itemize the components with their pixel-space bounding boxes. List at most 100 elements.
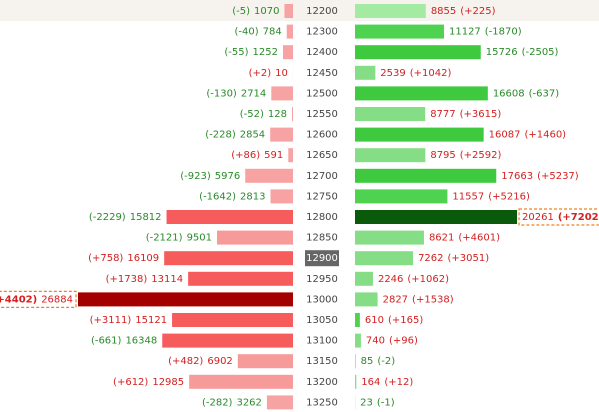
- change-label: (+5237): [537, 171, 579, 182]
- change-label: (+2592): [460, 150, 502, 161]
- bar-label: 7262 (+3051): [418, 253, 489, 264]
- bar-label: 2246 (+1062): [378, 274, 449, 285]
- change-label: (+86): [231, 150, 260, 161]
- bar-label: 16087 (+1460): [489, 130, 567, 141]
- strike-label: 12200: [306, 6, 338, 17]
- bar-label: (+758) 16109: [88, 253, 159, 264]
- value-label: 8777: [430, 109, 455, 120]
- bar: [270, 189, 293, 204]
- change-label: (-661): [91, 336, 122, 347]
- bar-label: (-1642) 2813: [199, 191, 265, 202]
- bar: [355, 65, 376, 80]
- bar-label: (+2) 10: [249, 68, 288, 79]
- change-label: (-1): [377, 397, 395, 408]
- value-label: 8621: [429, 233, 454, 244]
- value-label: 11557: [452, 191, 484, 202]
- bar-label: (+612) 12985: [113, 377, 184, 388]
- change-label: (+5216): [488, 191, 530, 202]
- bar-label: (+4402) 26884: [0, 294, 73, 305]
- value-label: 12985: [152, 377, 184, 388]
- bar: [355, 374, 357, 389]
- bar: [270, 127, 293, 142]
- strike-label: 12700: [306, 171, 338, 182]
- bar-label: 8621 (+4601): [429, 233, 500, 244]
- bar: [355, 168, 497, 183]
- bar-label: 740 (+96): [366, 336, 418, 347]
- bar: [355, 271, 373, 286]
- bar: [355, 148, 426, 163]
- value-label: 16109: [127, 253, 159, 264]
- bar-label: (+482) 6902: [168, 356, 233, 367]
- change-label: (-5): [232, 6, 250, 17]
- bar-label: 8777 (+3615): [430, 109, 501, 120]
- value-label: 16087: [489, 130, 521, 141]
- value-label: 7262: [418, 253, 443, 264]
- value-label: 15812: [130, 212, 162, 223]
- change-label: (+3051): [448, 253, 490, 264]
- change-label: (+7202): [558, 212, 599, 223]
- value-label: 1070: [254, 6, 279, 17]
- value-label: 2714: [241, 88, 266, 99]
- value-label: 740: [366, 336, 385, 347]
- change-label: (-40): [234, 27, 258, 38]
- bar: [266, 395, 293, 410]
- bar: [355, 107, 426, 121]
- strike-label: 12950: [306, 274, 338, 285]
- strike-label: 12850: [306, 233, 338, 244]
- value-label: 16348: [125, 336, 157, 347]
- change-label: (-2505): [522, 47, 559, 58]
- value-label: 2539: [380, 68, 405, 79]
- strike-label: 12800: [306, 212, 338, 223]
- bar: [355, 313, 360, 327]
- change-label: (-130): [206, 88, 237, 99]
- value-label: 2246: [378, 274, 403, 285]
- value-label: 26884: [41, 294, 73, 305]
- value-label: 8855: [431, 6, 456, 17]
- value-label: 9501: [187, 233, 212, 244]
- bar-label: (-282) 3262: [202, 397, 262, 408]
- value-label: 2827: [383, 294, 408, 305]
- bar: [282, 45, 293, 60]
- strike-label: 12450: [306, 68, 338, 79]
- value-label: 2813: [240, 191, 265, 202]
- value-label: 610: [365, 315, 384, 326]
- change-label: (-228): [205, 130, 236, 141]
- change-label: (+1538): [412, 294, 454, 305]
- change-label: (+2): [249, 68, 272, 79]
- bar: [291, 107, 293, 121]
- value-label: 5976: [215, 171, 240, 182]
- change-label: (+1042): [410, 68, 452, 79]
- change-label: (-637): [529, 88, 560, 99]
- bar: [172, 313, 293, 327]
- bar: [355, 230, 424, 245]
- bar-label: 85 (-2): [361, 356, 396, 367]
- bar-label: (+86) 591: [231, 150, 283, 161]
- change-label: (+96): [389, 336, 418, 347]
- bar: [217, 230, 293, 245]
- value-label: 20261: [522, 212, 554, 223]
- bar-label: (-923) 5976: [180, 171, 240, 182]
- bar: [355, 354, 356, 369]
- bar: [355, 210, 518, 224]
- strike-label: 13100: [306, 336, 338, 347]
- value-label: 591: [264, 150, 283, 161]
- bar: [162, 333, 293, 348]
- value-label: 13114: [151, 274, 183, 285]
- strike-highlight: [305, 250, 339, 267]
- bar: [355, 45, 481, 60]
- value-label: 15726: [486, 47, 518, 58]
- strike-label: 12500: [306, 88, 338, 99]
- max-highlight: [518, 208, 599, 226]
- change-label: (+612): [113, 377, 148, 388]
- bar-label: (+3111) 15121: [90, 315, 167, 326]
- bar: [355, 4, 426, 18]
- max-highlight: [0, 290, 77, 308]
- value-label: 128: [268, 109, 287, 120]
- value-label: 164: [361, 377, 380, 388]
- bar: [288, 148, 293, 163]
- bar-label: (+1738) 13114: [106, 274, 183, 285]
- bar-label: 8795 (+2592): [430, 150, 501, 161]
- bar-label: 20261 (+7202): [522, 212, 599, 223]
- value-label: 1252: [253, 47, 278, 58]
